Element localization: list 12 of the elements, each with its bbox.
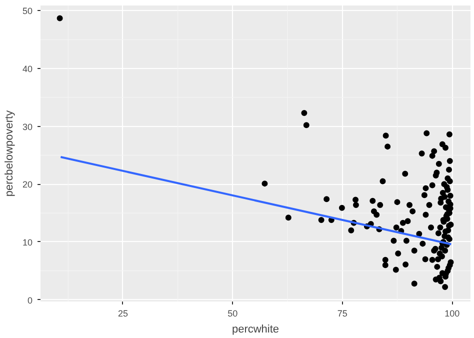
x-tick-label: 75: [337, 308, 348, 318]
y-tick-label: 20: [22, 180, 33, 190]
y-tick-label: 10: [22, 237, 33, 248]
x-axis-title: percwhite: [232, 324, 280, 336]
x-tick-label: 25: [118, 308, 128, 318]
x-tick-label: 100: [444, 308, 460, 318]
y-tick-label: 50: [22, 6, 33, 16]
y-tick-label: 40: [22, 64, 33, 74]
x-tick-label: 50: [228, 308, 238, 318]
y-axis-title: percbelowpoverty: [3, 110, 16, 197]
y-tick-label: 30: [22, 122, 33, 132]
y-tick-label: 0: [27, 295, 33, 306]
